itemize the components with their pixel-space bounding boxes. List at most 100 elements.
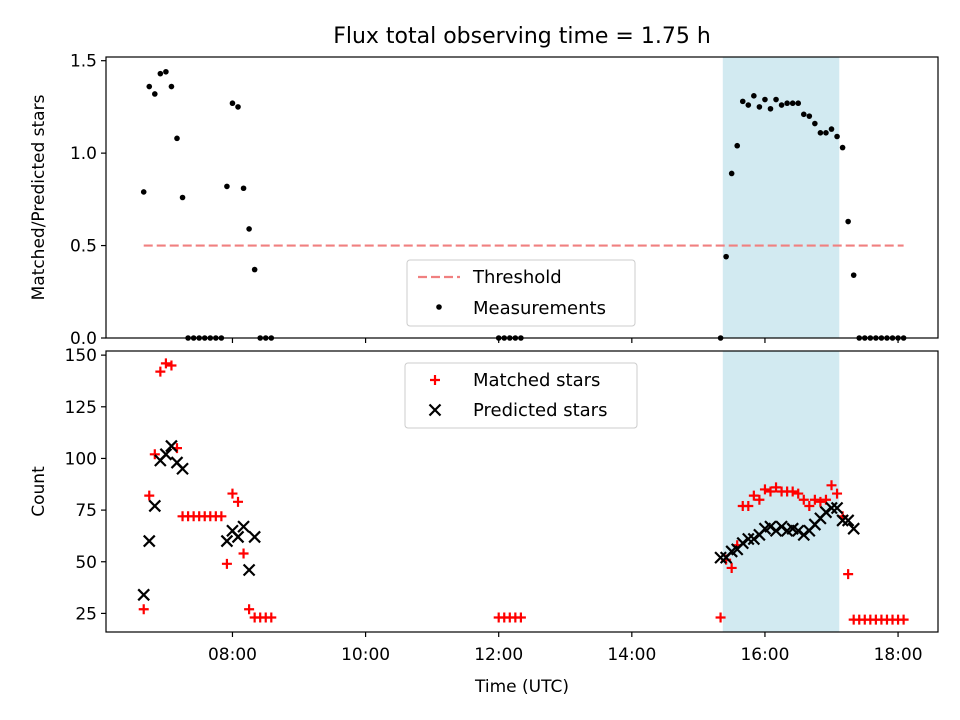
matched-star-point [793,488,804,499]
matched-star-point [898,614,909,625]
predicted-star-point [742,532,755,546]
legend-box [404,362,638,429]
y-tick-label: 75 [75,501,97,521]
matched-star-point [144,490,155,501]
measurement-point [739,98,746,105]
x-tick-label: 14:00 [607,645,656,665]
predicted-star-point [825,501,838,515]
measurement-point [800,111,807,118]
y-tick-label: 100 [65,449,97,469]
measurement-point [229,100,236,107]
measurement-point [235,104,241,110]
measurement-point [174,135,180,142]
measurement-point [163,68,169,75]
predicted-star-point [237,520,250,533]
measurement-point [146,83,153,90]
bottom-panel: 25 50 75 100 125 150 08:00 10:00 12:00 14:00 16:00… [29,346,939,697]
measurement-point [240,185,247,192]
predicted-star-point [220,534,234,548]
measurement-point [246,226,252,232]
matched-star-point [804,500,815,511]
matched-star-point [815,496,826,507]
matched-star-point [754,494,765,505]
matched-star-point [216,511,227,522]
x-tick-label: 12:00 [474,645,523,665]
predicted-star-point [242,563,256,577]
measurement-point [784,100,790,107]
x-tick-label: 10:00 [341,645,390,665]
measurement-point [812,120,818,127]
matched-star-point [233,496,244,507]
legend-threshold-label: Threshold [472,267,562,288]
measurement-point [767,105,774,112]
predicted-star-point [231,530,245,544]
legend-matched-label: Matched stars [473,370,600,391]
matched-star-point [515,612,526,623]
y-tick-label: 1.5 [70,52,97,72]
measurement-point [756,104,763,110]
measurement-point [778,102,785,108]
measurement-point [762,96,768,103]
legend-predicted-swatch [428,403,442,417]
legend-measurement-swatch [436,304,442,310]
matched-star-point [798,494,809,505]
matched-star-point [748,490,759,501]
matched-star-point [149,449,160,460]
matched-star-point [244,604,255,615]
predicted-star-point [836,514,849,527]
predicted-star-point [137,588,150,602]
top-panel: 0.0 0.5 1.0 1.5 Matched/Predicted stars Thres… [29,52,939,349]
matched-star-point [771,482,782,493]
measurement-point [140,189,147,195]
highlight-span [722,57,840,338]
predicted-star-point [830,501,844,515]
axes-frame [105,56,939,339]
measurement-point [795,100,802,107]
predicted-star-point [148,499,162,513]
legend-matched-swatch [430,375,440,385]
matched-star-point [832,488,843,499]
measurement-point [224,183,230,190]
measurement-point [251,266,258,273]
measurement-point [834,133,840,140]
predicted-star-point [248,530,261,544]
predicted-star-point [841,514,855,527]
legend-box [406,259,636,327]
y-axis-label: Count [29,466,49,517]
matched-star-point [765,486,776,497]
measurement-point [728,170,735,177]
matched-star-point [221,558,232,569]
y-tick-label: 0.0 [70,329,97,349]
matched-star-point [160,358,171,369]
measurement-point [734,142,741,149]
y-tick-label: 0.5 [70,237,97,257]
measurement-point [773,96,779,103]
legend-predicted-label: Predicted stars [473,400,607,421]
x-tick-label: 08:00 [208,645,257,665]
predicted-star-point [165,439,178,453]
measurement-point [817,129,824,136]
matched-star-point [266,612,277,623]
measurement-point [723,253,729,260]
y-tick-label: 1.0 [70,144,97,164]
measurement-point [157,70,164,77]
predicted-star-point [176,462,189,476]
measurement-point [828,126,835,132]
measurement-point [789,100,796,107]
measurement-point [839,144,846,151]
predicted-star-point [142,534,156,548]
figure-title: Flux total observing time = 1.75 h [333,24,711,49]
predicted-star-point [159,448,173,461]
matched-star-point [138,604,149,615]
matched-star-point [227,488,238,499]
matched-star-point [843,569,854,580]
x-tick-label: 18:00 [874,645,923,665]
y-tick-label: 150 [65,346,97,366]
matched-star-point [743,500,754,511]
measurement-point [152,91,158,97]
matched-star-point [726,562,737,573]
measurement-point [823,129,829,136]
matched-star-point [809,494,820,505]
measurement-point [179,194,186,201]
